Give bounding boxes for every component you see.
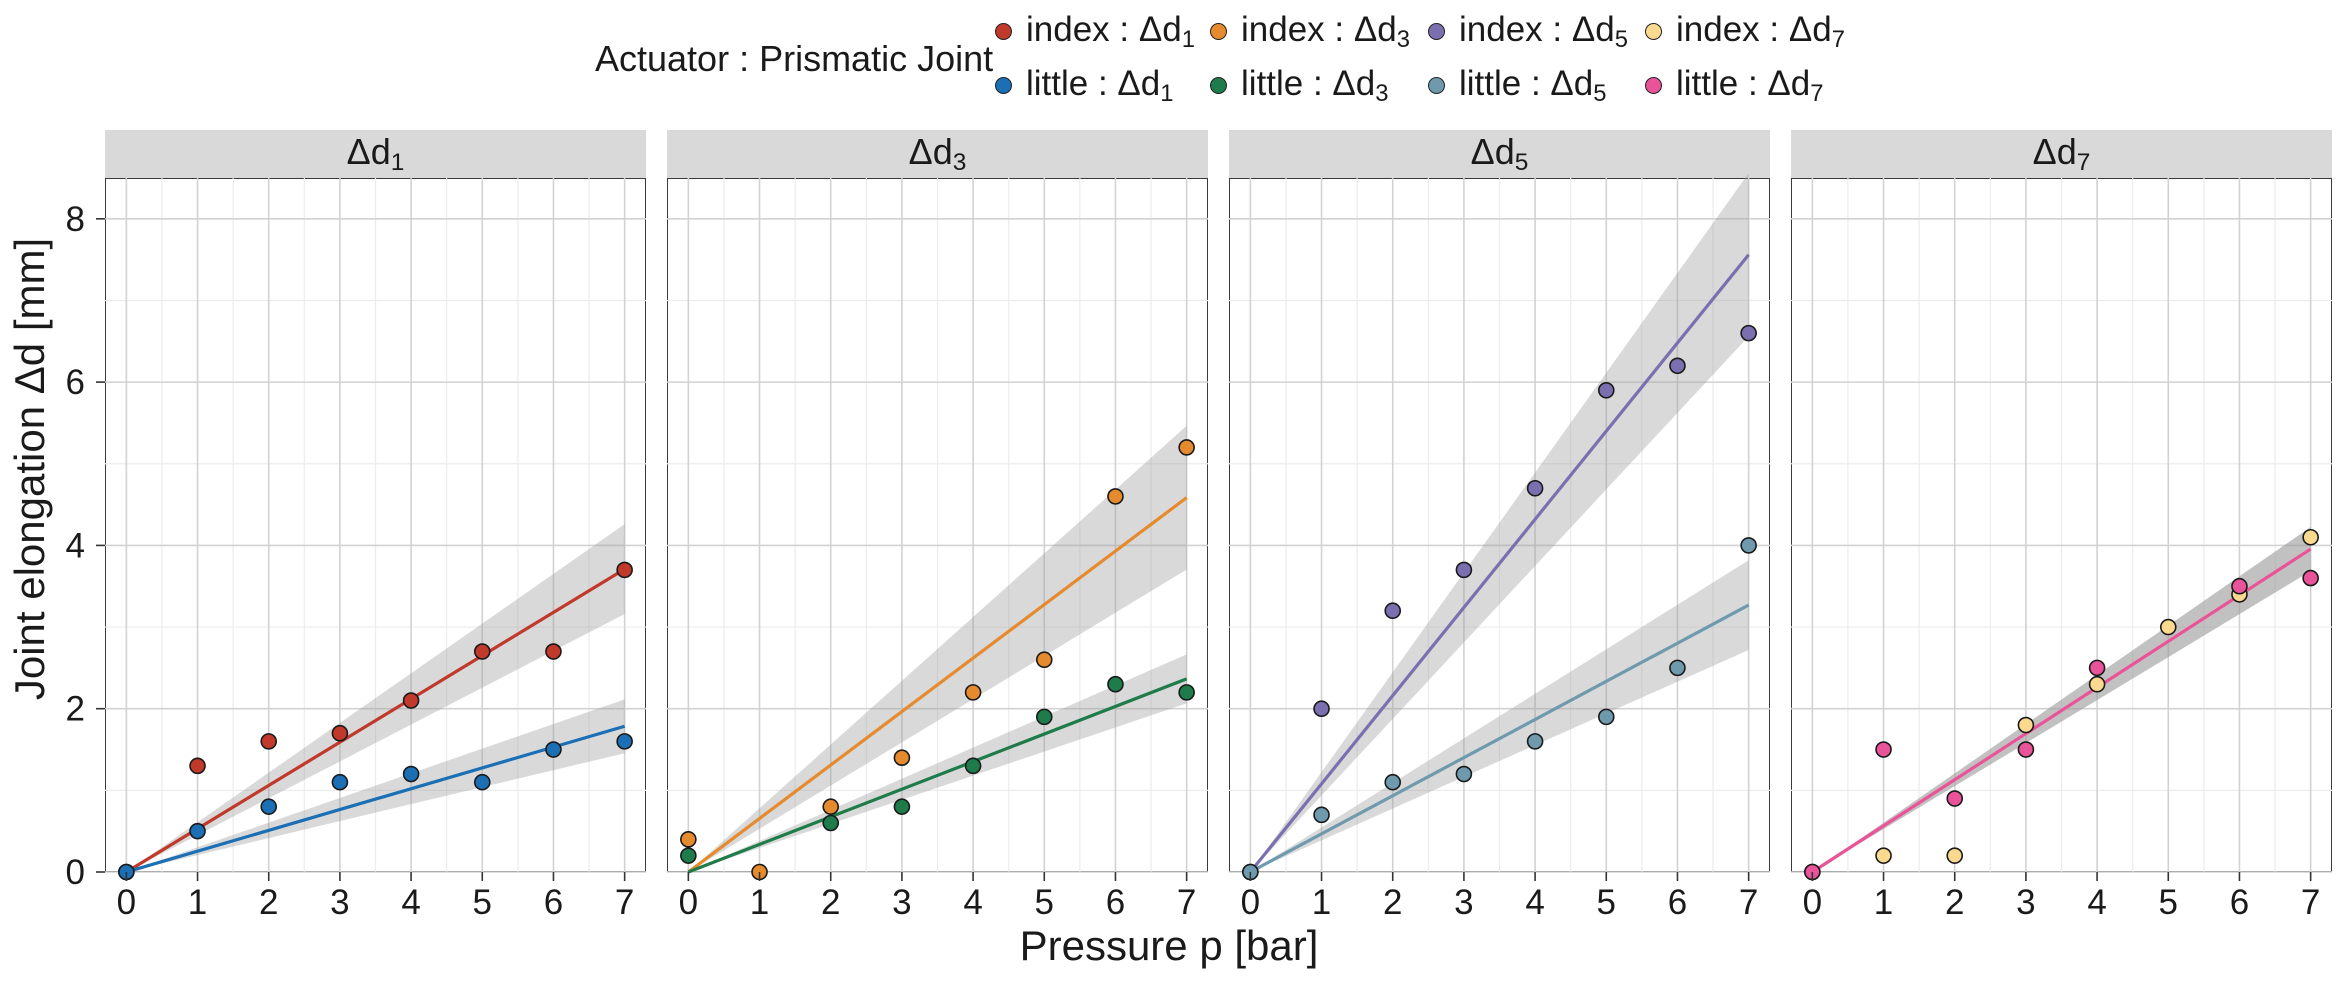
- legend: Actuator : Prismatic Joint index : Δd1 in…: [0, 0, 2338, 120]
- legend-swatch: [1428, 77, 1445, 95]
- legend-swatch: [995, 23, 1012, 41]
- legend-item: little : Δd3: [1210, 64, 1389, 108]
- x-tick-label: 2: [1945, 883, 1964, 922]
- x-tick-label: 6: [1668, 883, 1687, 922]
- x-tick-label: 4: [963, 883, 982, 922]
- x-tick-label: 0: [679, 883, 698, 922]
- x-tick-label: 5: [2159, 883, 2178, 922]
- legend-swatch: [1210, 77, 1227, 95]
- x-tick-label: 2: [1383, 883, 1402, 922]
- legend-label: little : Δd1: [1026, 64, 1174, 107]
- x-axis-title: Pressure p [bar]: [0, 922, 2338, 970]
- legend-item: index : Δd5: [1428, 10, 1628, 54]
- facet-title: Δd7: [2032, 130, 2091, 177]
- x-tick-label: 2: [821, 883, 840, 922]
- legend-item: index : Δd1: [995, 10, 1195, 54]
- facet-panel: [105, 178, 646, 872]
- legend-label: index : Δd5: [1459, 10, 1628, 53]
- legend-label-subscript: 7: [1810, 79, 1824, 107]
- x-axis-title-text: Pressure p [bar]: [1019, 922, 1319, 969]
- legend-label: index : Δd1: [1026, 10, 1195, 53]
- legend-item: little : Δd5: [1428, 64, 1607, 108]
- legend-label-subscript: 3: [1375, 79, 1389, 107]
- x-tick-label: 5: [1597, 883, 1616, 922]
- legend-label: little : Δd7: [1676, 64, 1824, 107]
- x-tick-label: 7: [1739, 883, 1758, 922]
- x-tick-label: 7: [615, 883, 634, 922]
- x-tick-label: 4: [1525, 883, 1544, 922]
- x-tick-label: 3: [892, 883, 911, 922]
- y-tick-label: 4: [66, 526, 85, 565]
- facet-title-subscript: 3: [952, 149, 967, 177]
- facet-panel: [667, 178, 1208, 872]
- y-axis-title-text: Joint elongation Δd [mm]: [6, 237, 53, 701]
- legend-label-subscript: 1: [1160, 79, 1174, 107]
- x-tick-label: 3: [2016, 883, 2035, 922]
- x-tick-label: 3: [1454, 883, 1473, 922]
- x-tick-label: 6: [544, 883, 563, 922]
- facet-title-subscript: 5: [1514, 149, 1529, 177]
- facet-title: Δd1: [346, 130, 405, 177]
- x-tick-label: 1: [750, 883, 769, 922]
- x-tick-label: 1: [1312, 883, 1331, 922]
- x-tick-label: 4: [401, 883, 420, 922]
- facet-panel: [1791, 178, 2332, 872]
- legend-swatch: [1645, 77, 1662, 95]
- y-tick-label: 2: [66, 690, 85, 729]
- legend-label-subscript: 1: [1181, 25, 1195, 53]
- x-tick-label: 5: [473, 883, 492, 922]
- legend-swatch: [995, 77, 1012, 95]
- facet-title: Δd5: [1470, 130, 1529, 177]
- x-tick-label: 5: [1035, 883, 1054, 922]
- legend-item: index : Δd3: [1210, 10, 1410, 54]
- x-tick-label: 1: [188, 883, 207, 922]
- x-tick-label: 3: [330, 883, 349, 922]
- legend-item: index : Δd7: [1645, 10, 1845, 54]
- legend-label-subscript: 5: [1614, 25, 1628, 53]
- legend-item: little : Δd7: [1645, 64, 1824, 108]
- legend-label-subscript: 3: [1396, 25, 1410, 53]
- x-tick-label: 1: [1874, 883, 1893, 922]
- y-axis-title: Joint elongation Δd [mm]: [6, 179, 54, 759]
- facet-strip: Δd7: [1791, 130, 2332, 178]
- facet-strip: Δd3: [667, 130, 1208, 178]
- facet-title-subscript: 7: [2076, 149, 2091, 177]
- legend-label: little : Δd5: [1459, 64, 1607, 107]
- x-tick-label: 7: [2301, 883, 2320, 922]
- legend-item: little : Δd1: [995, 64, 1174, 108]
- x-tick-label: 4: [2087, 883, 2106, 922]
- x-tick-label: 6: [1106, 883, 1125, 922]
- legend-label: index : Δd3: [1241, 10, 1410, 53]
- facet-panel: [1229, 178, 1770, 872]
- legend-swatch: [1645, 23, 1662, 41]
- x-tick-label: 6: [2230, 883, 2249, 922]
- legend-label-subscript: 7: [1831, 25, 1845, 53]
- facet-strip: Δd5: [1229, 130, 1770, 178]
- legend-label: index : Δd7: [1676, 10, 1845, 53]
- x-tick-label: 0: [1803, 883, 1822, 922]
- x-tick-label: 2: [259, 883, 278, 922]
- x-tick-label: 7: [1177, 883, 1196, 922]
- legend-swatch: [1210, 23, 1227, 41]
- legend-label: little : Δd3: [1241, 64, 1389, 107]
- facet-title-subscript: 1: [390, 149, 405, 177]
- x-tick-label: 0: [117, 883, 136, 922]
- y-tick-label: 6: [66, 363, 85, 402]
- facet-title: Δd3: [908, 130, 967, 177]
- y-tick-label: 8: [66, 200, 85, 239]
- facet-strip: Δd1: [105, 130, 646, 178]
- legend-title: Actuator : Prismatic Joint: [595, 38, 994, 79]
- y-tick-label: 0: [66, 853, 85, 892]
- legend-label-subscript: 5: [1593, 79, 1607, 107]
- legend-swatch: [1428, 23, 1445, 41]
- x-tick-label: 0: [1241, 883, 1260, 922]
